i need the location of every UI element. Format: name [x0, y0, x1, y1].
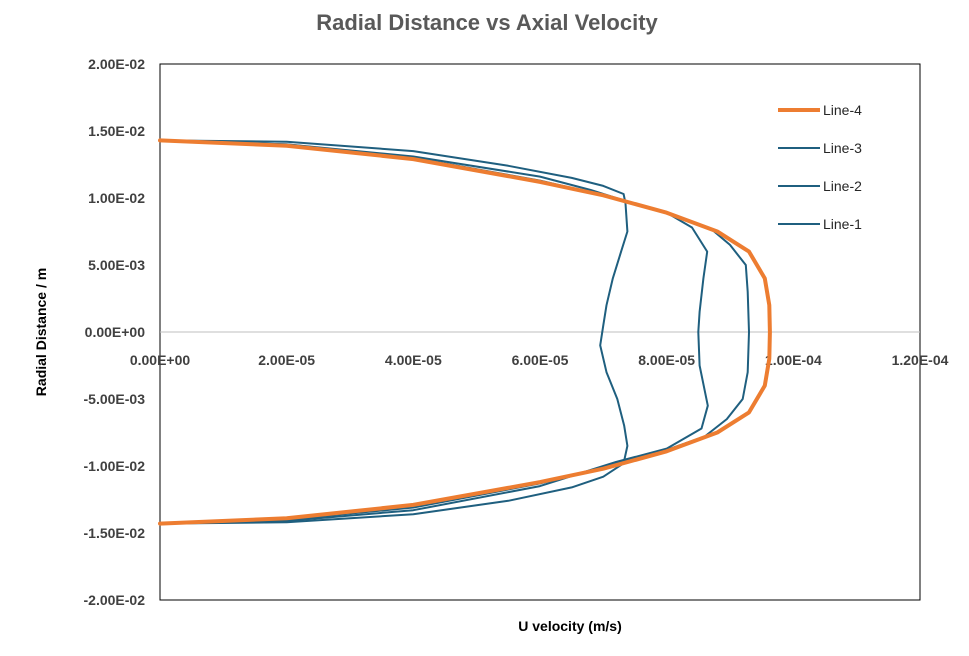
y-tick-label: -2.00E-02 [84, 592, 146, 608]
series-line-line-4 [158, 138, 772, 526]
y-tick-label: 1.50E-02 [88, 123, 145, 139]
series-lines [158, 138, 772, 526]
y-tick-label: -1.00E-02 [84, 458, 146, 474]
y-axis-title: Radial Distance / m [33, 268, 49, 396]
y-tick-label: 5.00E-03 [88, 257, 145, 273]
x-axis-tick-labels: 0.00E+00 2.00E-05 4.00E-05 6.00E-05 8.00E-05… [130, 352, 949, 368]
legend: Line-4 Line-3 Line-2 Line-1 [778, 102, 862, 232]
x-tick-label: 0.00E+00 [130, 352, 191, 368]
legend-label: Line-4 [823, 102, 862, 118]
y-tick-label: -5.00E-03 [84, 391, 146, 407]
legend-label: Line-2 [823, 178, 862, 194]
x-tick-label: 6.00E-05 [512, 352, 569, 368]
legend-label: Line-3 [823, 140, 862, 156]
y-tick-label: -1.50E-02 [84, 525, 146, 541]
x-axis-title: U velocity (m/s) [518, 618, 621, 634]
x-tick-label: 1.20E-04 [892, 352, 949, 368]
x-tick-label: 4.00E-05 [385, 352, 442, 368]
series-line-line-1 [159, 139, 629, 525]
legend-label: Line-1 [823, 216, 862, 232]
y-tick-label: 2.00E-02 [88, 56, 145, 72]
x-tick-label: 1.00E-04 [765, 352, 822, 368]
chart-title: Radial Distance vs Axial Velocity [316, 10, 658, 35]
y-axis-tick-labels: 2.00E-02 1.50E-02 1.00E-02 5.00E-03 0.00E+00… [84, 56, 146, 608]
y-tick-label: 0.00E+00 [85, 324, 146, 340]
x-tick-label: 8.00E-05 [638, 352, 695, 368]
x-tick-label: 2.00E-05 [258, 352, 315, 368]
y-tick-label: 1.00E-02 [88, 190, 145, 206]
